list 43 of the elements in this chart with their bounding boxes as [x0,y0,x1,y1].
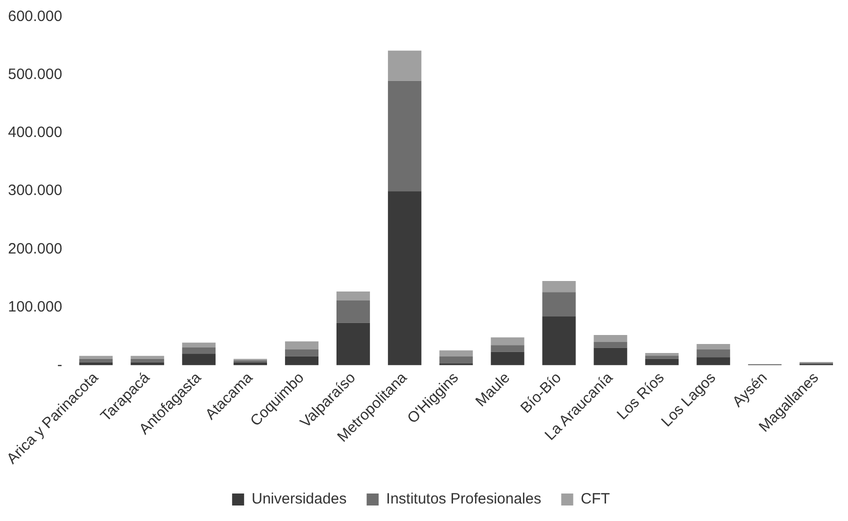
bar [542,292,576,316]
bar [388,80,422,192]
y-tick-label: 300.000 [8,182,62,200]
legend-label: CFT [580,490,610,508]
bar [542,281,576,292]
bar [645,356,679,359]
bar [645,353,679,356]
bar [645,358,679,366]
legend-label: Universidades [252,490,347,508]
bar [490,352,524,366]
bar [542,316,576,366]
bar [336,322,370,366]
y-tick-label: 400.000 [8,124,62,142]
bar [130,356,164,359]
bar [439,356,473,364]
bar [336,292,370,300]
bar [439,350,473,356]
bar [285,341,318,350]
bar [79,358,113,362]
bar [182,348,216,354]
bar [182,354,216,366]
legend-label: Institutos Profesionales [386,490,542,508]
bar [285,356,318,366]
bar [79,356,113,359]
bar [182,342,216,348]
bar [490,345,524,352]
bar [696,349,730,358]
bar [490,337,524,346]
y-tick-label: 200.000 [8,240,62,258]
bar [388,50,422,81]
y-tick-label: 500.000 [8,66,62,84]
bar [696,357,730,366]
bar [336,300,370,323]
y-tick-label: 600.000 [8,8,62,26]
bar [285,349,318,356]
bar [130,358,164,362]
y-tick-label: 100.000 [8,298,62,316]
y-tick-label: - [57,356,62,374]
bar [594,342,628,348]
bar [594,335,628,342]
bar [696,344,730,350]
bar [594,348,628,366]
bar [388,191,422,366]
